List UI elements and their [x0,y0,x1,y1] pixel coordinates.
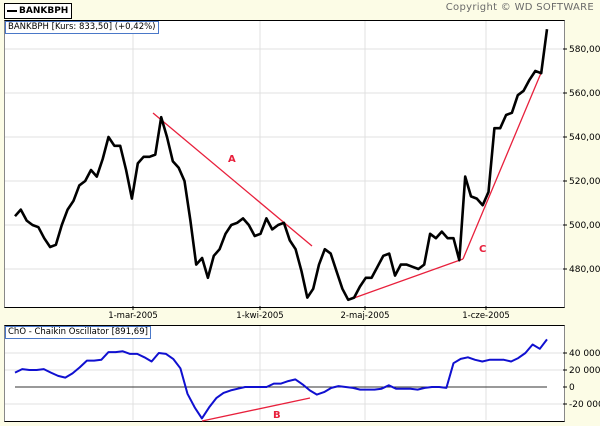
price-annotations: AC [228,154,486,255]
copyright-text: Copyright © WD SOFTWARE [445,2,594,13]
oscillator-panel[interactable] [4,325,565,422]
svg-text:1-mar-2005: 1-mar-2005 [108,311,158,321]
svg-text:C: C [479,244,486,255]
svg-text:2-maj-2005: 2-maj-2005 [340,311,389,321]
svg-text:20 000: 20 000 [569,366,600,376]
svg-text:-20 000: -20 000 [569,400,600,410]
svg-text:A: A [228,154,236,165]
oscillator-trendlines [201,397,311,422]
price-line [14,29,549,302]
oscillator-line [14,338,548,420]
oscillator-y-axis: 40 000 20 000 0 -20 000 [563,349,600,410]
svg-text:540,00: 540,00 [569,133,600,143]
svg-text:480,00: 480,00 [569,265,600,275]
svg-text:40 000: 40 000 [569,349,600,359]
svg-text:500,00: 500,00 [569,221,600,231]
price-grid [5,21,563,306]
svg-text:1-kwi-2005: 1-kwi-2005 [236,311,283,321]
svg-text:B: B [273,410,281,421]
svg-text:0: 0 [569,383,575,393]
svg-text:560,00: 560,00 [569,89,600,99]
svg-text:1-cze-2005: 1-cze-2005 [462,311,510,321]
price-x-axis: 1-mar-2005 1-kwi-2005 2-maj-2005 1-cze-2005 [108,306,510,321]
svg-text:520,00: 520,00 [569,177,600,187]
price-y-axis: 580,00 560,00 540,00 520,00 500,00 480,00 [563,45,600,275]
oscillator-annotations: B [273,410,281,421]
svg-text:580,00: 580,00 [569,45,600,55]
oscillator-panel-title: ChO - Chaikin Oscillator [891,69] [5,326,151,339]
legend-line-icon [7,10,17,12]
legend-box[interactable]: BANKBPH [4,3,73,19]
price-chart-panel[interactable] [4,20,565,308]
price-panel-title: BANKBPH [Kurs: 833,50] (+0,42%) [5,21,159,34]
legend-label: BANKBPH [19,6,69,16]
oscillator-grid [5,326,563,420]
